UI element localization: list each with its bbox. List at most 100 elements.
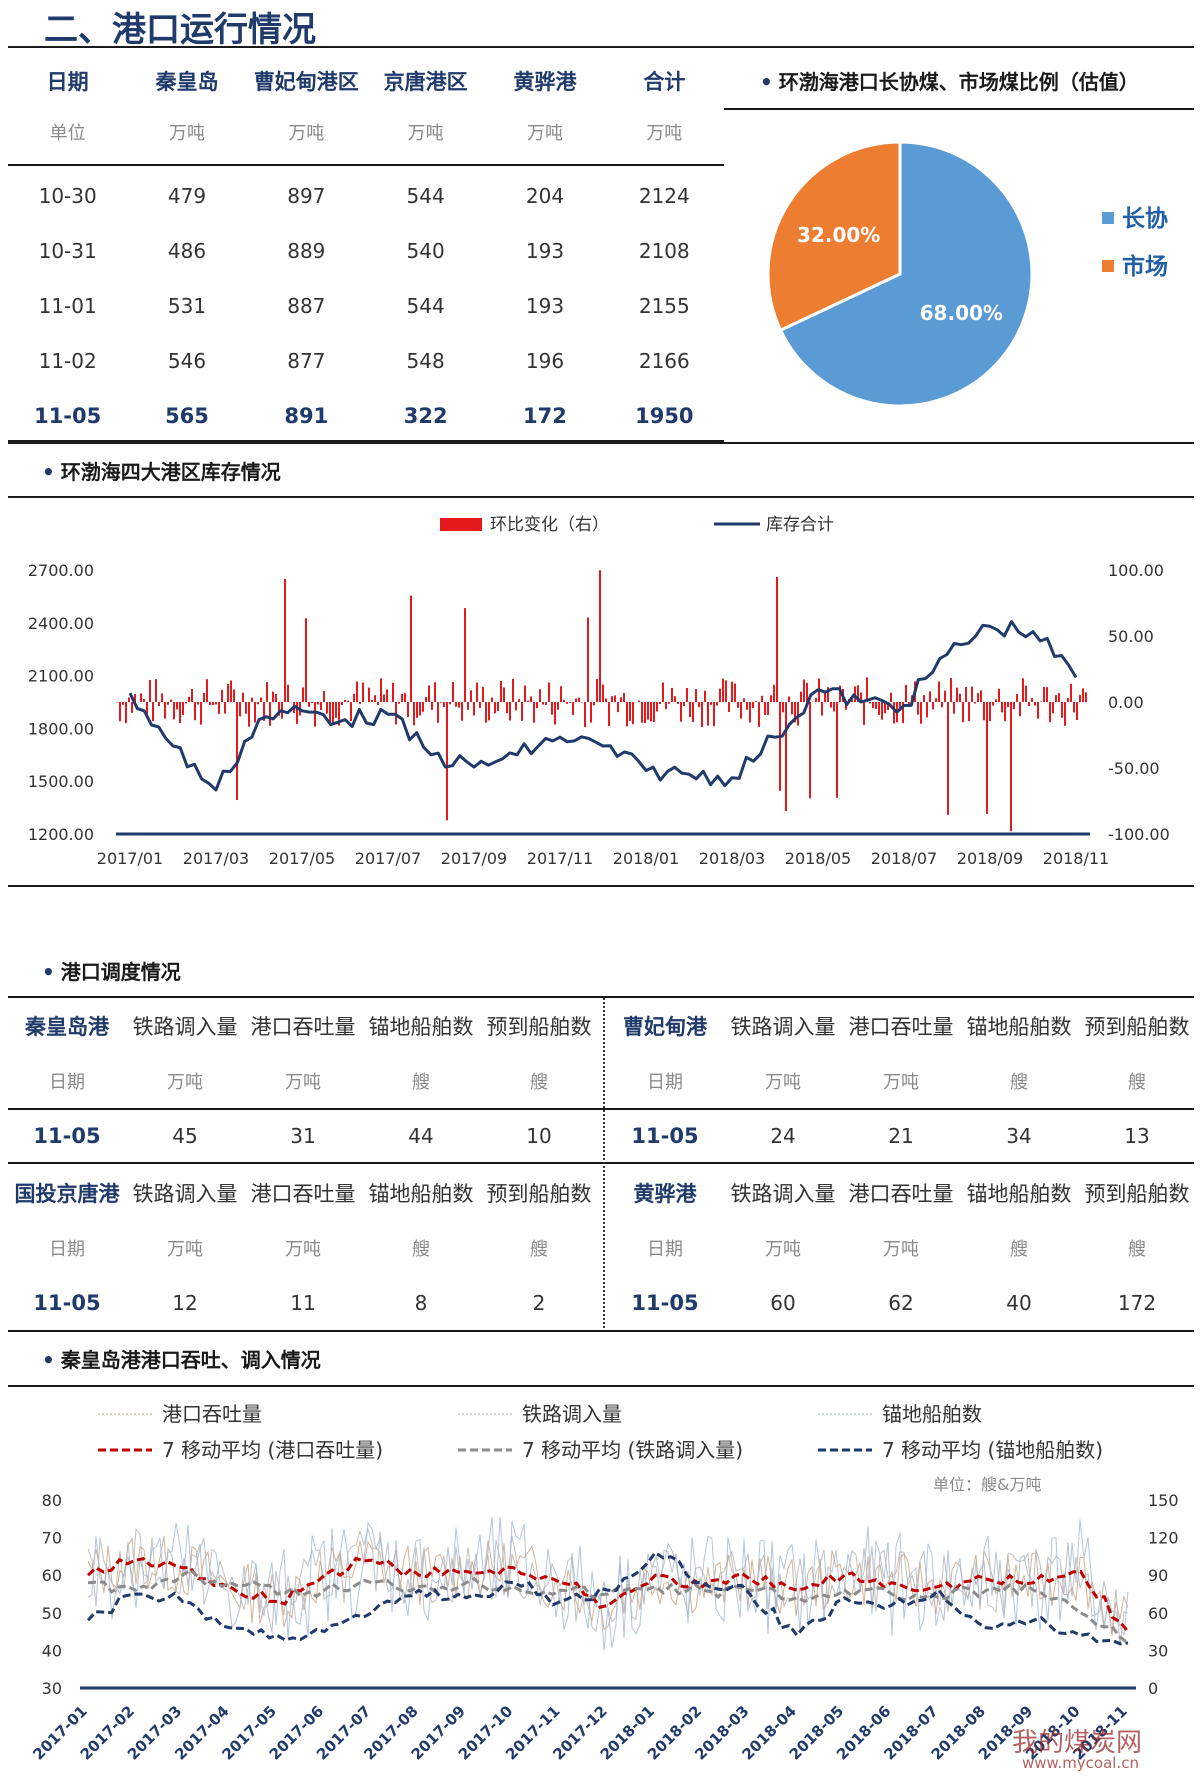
change-bar (995, 699, 997, 702)
table-cell: 544 (406, 183, 445, 208)
raw-series-line (87, 1527, 1129, 1647)
change-bar (122, 702, 124, 705)
change-bar (935, 698, 937, 702)
change-bar (1004, 702, 1006, 722)
x-tick: 2017/05 (269, 849, 335, 868)
table-row: 11-02 546 877 548 196 2166 (8, 333, 724, 388)
change-bar (947, 702, 949, 815)
y-left-tick: 1800.00 (28, 719, 94, 738)
change-bar (407, 702, 409, 718)
x-tick: 2017/01 (97, 849, 163, 868)
change-bar (548, 682, 550, 702)
change-bar (359, 702, 361, 705)
change-bar (503, 687, 505, 702)
change-bar (644, 702, 646, 723)
change-bar (476, 682, 478, 702)
table-cell: 11-05 (631, 1291, 699, 1315)
change-bar (377, 702, 379, 705)
y-right-tick: 0.00 (1108, 693, 1144, 712)
stock-line (128, 620, 1078, 792)
change-bar (671, 687, 673, 702)
change-bar (467, 702, 469, 710)
change-bar (674, 696, 676, 702)
column-header: 合计 (643, 70, 686, 94)
unit-cell: 艘 (1010, 1239, 1028, 1260)
column-header: 预到船舶数 (1084, 1015, 1190, 1039)
change-bar (413, 702, 415, 726)
table-cell: 2166 (638, 348, 690, 373)
change-bar (149, 679, 151, 702)
change-bar (452, 681, 454, 702)
table-cell: 565 (165, 403, 209, 428)
dispatch-rule (8, 1108, 1194, 1110)
change-bar (161, 693, 163, 702)
change-bar (878, 702, 880, 715)
dispatch-section-title: • 港口调度情况 (42, 960, 181, 984)
change-bar (461, 702, 463, 721)
change-bar (236, 702, 238, 801)
change-bar (992, 702, 994, 706)
change-bar (962, 702, 964, 723)
change-bar (1031, 698, 1033, 702)
change-bar (320, 702, 322, 711)
change-bar (989, 702, 991, 722)
column-header: 铁路调入量 (132, 1015, 238, 1039)
unit-cell: 单位 (49, 123, 86, 144)
legend-label: 港口吞吐量 (162, 1402, 262, 1426)
change-bar (353, 693, 355, 702)
dispatch-table: 曹妃甸港 铁路调入量 港口吞吐量 锚地船舶数 预到船舶数 日期 万吨 万吨 艘 艘 11-05 24 2… (606, 998, 1196, 1164)
change-bar (767, 702, 769, 716)
table-cell: 1950 (635, 403, 694, 428)
change-bar (404, 693, 406, 702)
change-bar (755, 701, 757, 702)
change-bar (953, 702, 955, 714)
y-right-tick: 50.00 (1108, 627, 1154, 646)
table-row: 11-01 531 887 544 193 2155 (8, 278, 724, 333)
change-bar (356, 681, 358, 702)
change-bar (464, 608, 466, 702)
change-bar (437, 702, 439, 723)
table-cell: 11-05 (33, 1291, 101, 1315)
qhd-section-title: • 秦皇岛港港口吞吐、调入情况 (42, 1348, 321, 1372)
change-bar (248, 702, 250, 727)
column-header: 京唐港区 (383, 70, 468, 94)
change-bar (611, 696, 613, 702)
change-bar (134, 694, 136, 702)
change-bar (1055, 695, 1057, 702)
table-cell: 62 (888, 1291, 914, 1315)
change-bar (716, 702, 718, 706)
change-bar (368, 687, 370, 702)
unit-cell: 万吨 (765, 1239, 801, 1260)
change-bar (698, 702, 700, 708)
change-bar (860, 692, 862, 702)
table-row: 10-30 479 897 544 204 2124 (8, 168, 724, 223)
raw-series-line (87, 1517, 1129, 1651)
change-bar (983, 702, 985, 721)
change-bar (977, 693, 979, 702)
change-bar (839, 685, 841, 702)
change-bar (362, 682, 364, 702)
change-bar (197, 702, 199, 705)
legend-label: 7 移动平均 (港口吞吐量) (162, 1438, 383, 1462)
column-header: 预到船舶数 (486, 1015, 592, 1039)
change-bar (680, 702, 682, 722)
change-bar (275, 693, 277, 702)
table-cell: 10-30 (38, 183, 97, 208)
change-bar (536, 702, 538, 709)
change-bar (533, 702, 535, 723)
pie-rule (724, 108, 1194, 110)
change-bar (512, 678, 514, 702)
table-cell: 479 (167, 183, 207, 208)
change-bar (722, 678, 724, 702)
change-bar (707, 702, 709, 726)
table-cell: 11-01 (38, 293, 97, 318)
change-bar (926, 702, 928, 718)
port-summary-rows: 10-30 479 897 544 204 2124 10-31 486 889 540 193 21… (8, 168, 724, 443)
change-bar (569, 702, 571, 703)
unit-cell: 万吨 (167, 1239, 203, 1260)
change-bar (1082, 688, 1084, 702)
y-left-tick: 60 (42, 1566, 62, 1585)
table-row: 10-31 486 889 540 193 2108 (8, 223, 724, 278)
y-right-tick: 120 (1148, 1529, 1179, 1548)
table-rule (8, 164, 724, 166)
